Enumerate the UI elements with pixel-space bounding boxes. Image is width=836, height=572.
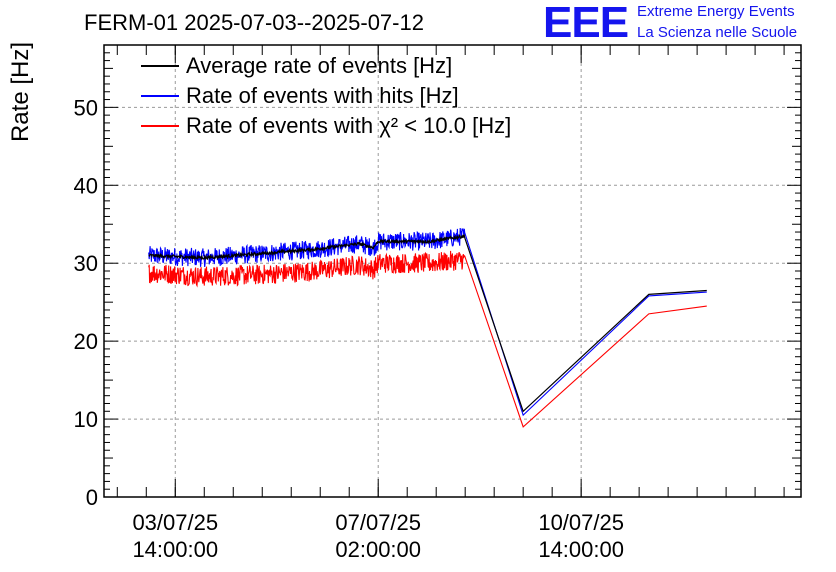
legend-entry: Average rate of events [Hz] bbox=[186, 53, 452, 78]
y-tick-label: 30 bbox=[74, 251, 98, 276]
y-tick-label: 10 bbox=[74, 407, 98, 432]
y-tick-label: 50 bbox=[74, 95, 98, 120]
logo-caption-line1: Extreme Energy Events bbox=[637, 3, 795, 20]
x-tick-label-date: 03/07/25 bbox=[132, 510, 218, 535]
legend-entry: Rate of events with χ² < 10.0 [Hz] bbox=[186, 113, 511, 138]
y-tick-label: 0 bbox=[86, 485, 98, 510]
y-tick-label: 40 bbox=[74, 173, 98, 198]
x-tick-label-date: 07/07/25 bbox=[335, 510, 421, 535]
series-line-average bbox=[148, 233, 707, 413]
x-tick-label-time: 14:00:00 bbox=[538, 537, 624, 562]
logo-caption-line2: La Scienza nelle Scuole bbox=[637, 24, 798, 41]
series-line-chi2 bbox=[148, 250, 707, 428]
x-tick-label-time: 14:00:00 bbox=[132, 537, 218, 562]
legend-entry: Rate of events with hits [Hz] bbox=[186, 83, 459, 108]
y-axis-label: Rate [Hz] bbox=[7, 42, 34, 142]
chart-title: FERM-01 2025-07-03--2025-07-12 bbox=[84, 10, 424, 35]
x-tick-label-time: 02:00:00 bbox=[335, 537, 421, 562]
eee-logo: EEE bbox=[543, 0, 629, 47]
series-line-hits bbox=[148, 227, 707, 417]
x-tick-label-date: 10/07/25 bbox=[538, 510, 624, 535]
y-tick-label: 20 bbox=[74, 329, 98, 354]
